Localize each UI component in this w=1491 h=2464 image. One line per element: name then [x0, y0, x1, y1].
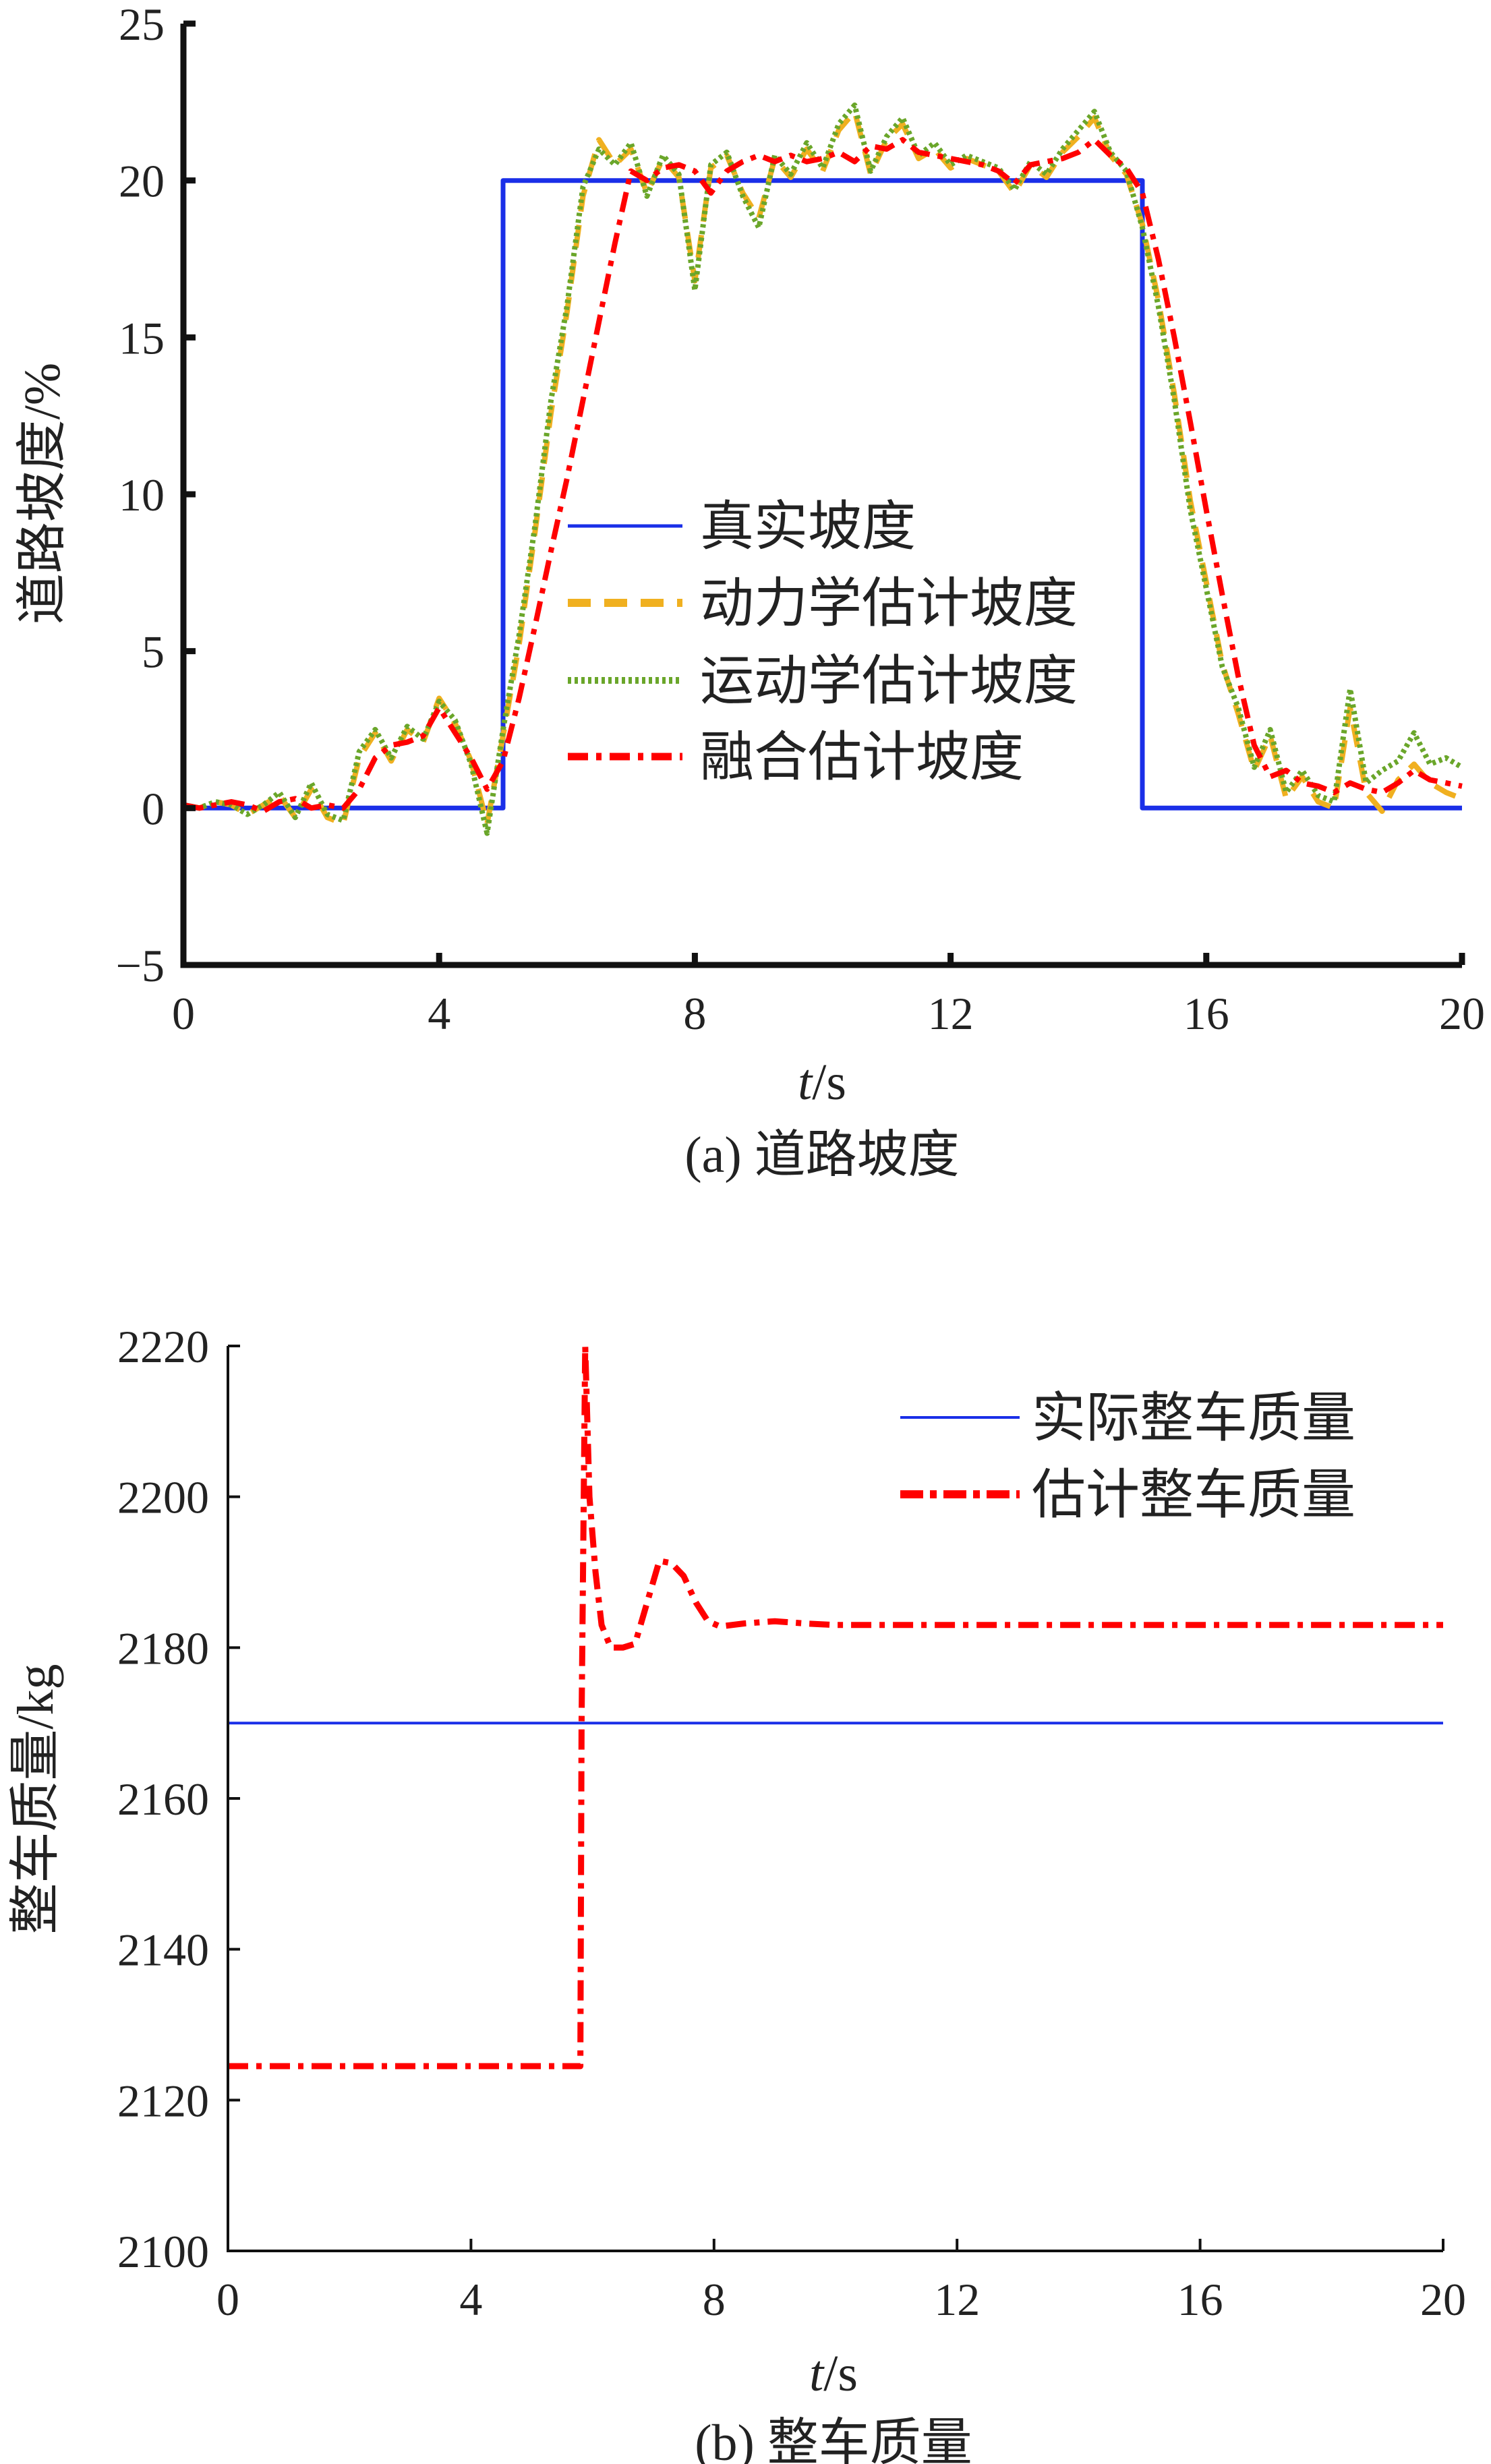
legend-label: 动力学估计坡度: [700, 575, 1078, 634]
legend-label: 运动学估计坡度: [700, 652, 1078, 711]
y-axis-label: 整车质量/kg: [7, 1664, 64, 1934]
x-axis-label-var: t: [809, 2345, 825, 2402]
x-tick-label: 8: [683, 988, 706, 1039]
y-tick-label: 20: [119, 156, 165, 207]
x-tick-label: 8: [703, 2274, 726, 2325]
legend-label: 估计整车质量: [1032, 1466, 1355, 1525]
caption: (a) 道路坡度: [684, 1127, 959, 1183]
x-axis-label: t/s: [798, 1054, 846, 1111]
series-line: [183, 102, 1464, 836]
chart-vehicle-mass: 0 4 8 12 16 20 2100 2120 2140 2160 2180 2200 2220 整车…: [7, 1321, 1466, 2464]
x-tick-label: 20: [1420, 2274, 1466, 2325]
series-line: [183, 137, 1463, 814]
x-tick-label: 20: [1439, 988, 1485, 1039]
x-tick-label: 0: [172, 988, 195, 1039]
series-line: [183, 178, 1462, 811]
x-axis-label-unit: /s: [812, 1054, 846, 1111]
y-tick-label: 2100: [117, 2226, 209, 2277]
y-tick-label: 2160: [117, 1773, 209, 1825]
y-tick-label: 2140: [117, 1925, 209, 1976]
y-tick-label: 2200: [117, 1472, 209, 1523]
x-tick-label: 16: [1177, 2274, 1223, 2325]
x-axis-label: t/s: [809, 2345, 858, 2402]
y-tick-label: 25: [119, 0, 165, 50]
legend-label: 融合估计坡度: [700, 728, 1024, 788]
x-tick-label: 16: [1183, 988, 1229, 1039]
series-line: [228, 1343, 1443, 2070]
legend-label: 实际整车质量: [1032, 1389, 1355, 1448]
y-tick-label: 5: [142, 626, 165, 678]
y-tick-label: 2180: [117, 1622, 209, 1674]
y-axis-label: 道路坡度/%: [14, 363, 71, 624]
x-axis-label-unit: /s: [823, 2345, 858, 2402]
x-axis-label-var: t: [798, 1054, 813, 1111]
y-tick-label: 2120: [117, 2075, 209, 2126]
series-line: [183, 109, 1463, 827]
x-tick-label: 12: [934, 2274, 980, 2325]
legend-label: 真实坡度: [700, 498, 916, 557]
tick-labels: 0 4 8 12 16 20 2100 2120 2140 2160 2180 2200 2220: [117, 1321, 1466, 2325]
series-group: [228, 1343, 1443, 2070]
x-tick-label: 12: [928, 988, 974, 1039]
axes: [180, 20, 1465, 968]
y-tick-label: 10: [119, 469, 165, 521]
x-tick-label: 4: [459, 2274, 482, 2325]
legend: 实际整车质量 估计整车质量: [900, 1389, 1355, 1525]
x-tick-label: 4: [428, 988, 450, 1039]
y-tick-label: 2220: [117, 1321, 209, 1372]
series-group: [183, 102, 1464, 836]
legend: 真实坡度 动力学估计坡度 运动学估计坡度 融合估计坡度: [568, 498, 1078, 788]
caption: (b) 整车质量: [695, 2415, 972, 2464]
axes: [227, 1345, 1444, 2252]
y-tick-label: 0: [142, 783, 165, 834]
y-tick-label: −5: [116, 940, 165, 991]
y-tick-label: 15: [119, 312, 165, 363]
x-tick-label: 0: [216, 2274, 239, 2325]
